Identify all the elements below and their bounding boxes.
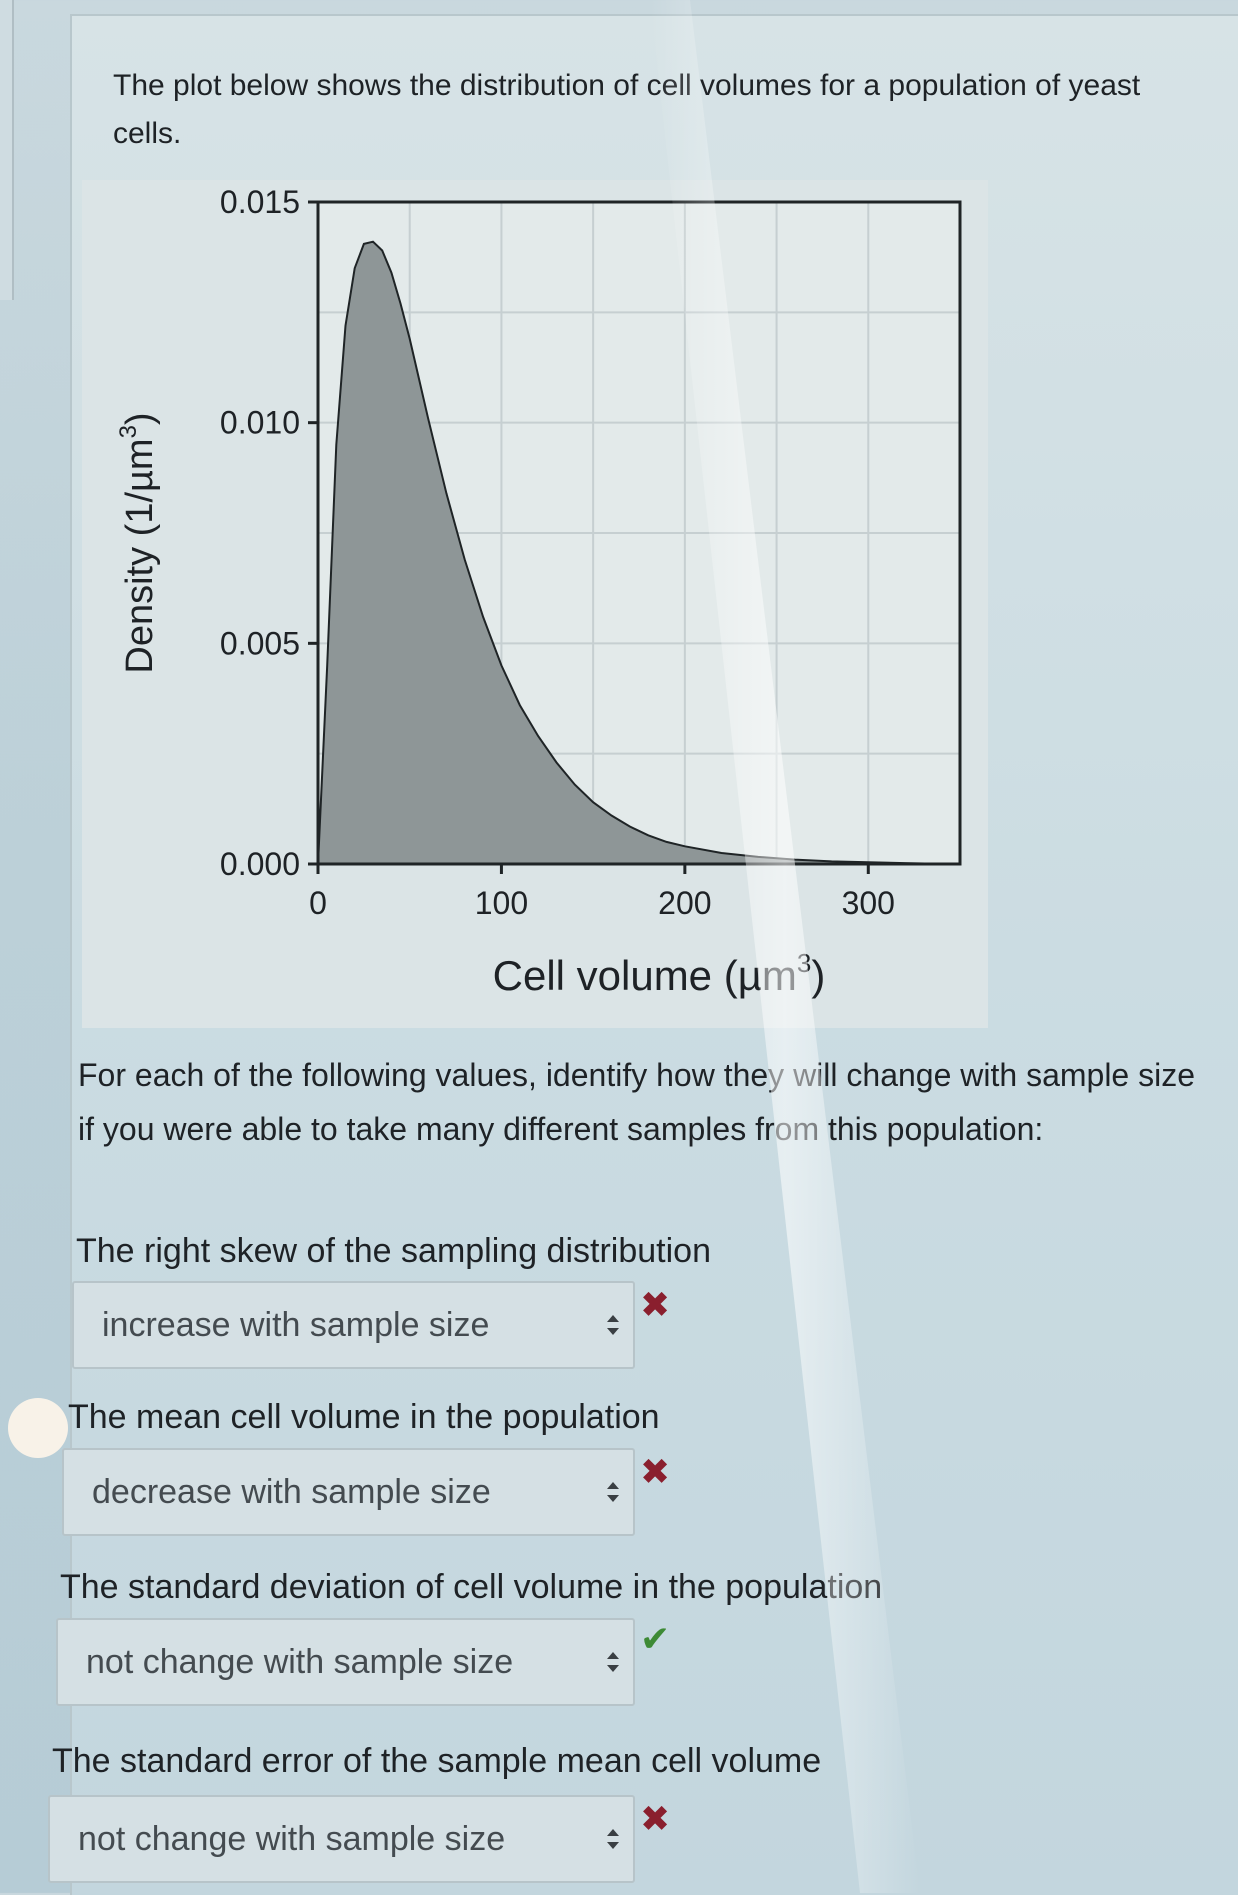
- x-tick-label: 0: [309, 885, 327, 921]
- question-3-label: The standard deviation of cell volume in…: [60, 1568, 883, 1606]
- up-down-chevron-icon: [593, 1648, 633, 1676]
- question-4-cross-mark-icon: ✖: [640, 1798, 671, 1839]
- left-border: [0, 0, 14, 300]
- question-1-select[interactable]: increase with sample size: [72, 1281, 635, 1369]
- up-down-chevron-icon: [593, 1825, 633, 1853]
- up-down-chevron-icon: [593, 1311, 633, 1339]
- x-axis-label: Cell volume (µm3): [493, 948, 826, 999]
- x-tick-label: 100: [475, 885, 528, 921]
- y-tick-label: 0.010: [220, 405, 300, 441]
- question-3-selected-value: not change with sample size: [86, 1642, 514, 1681]
- intro-text: The plot below shows the distribution of…: [113, 69, 1141, 150]
- question-1-label: The right skew of the sampling distribut…: [76, 1232, 711, 1270]
- question-2-selected-value: decrease with sample size: [92, 1472, 491, 1511]
- y-tick-label: 0.015: [220, 184, 300, 220]
- y-tick-label: 0.005: [220, 625, 300, 661]
- question-2-select[interactable]: decrease with sample size: [62, 1448, 635, 1536]
- question-3-select[interactable]: not change with sample size: [56, 1618, 635, 1706]
- density-chart-svg: 0 100 200 300 0.000 0.005 0.010 0.015 Cell volum…: [115, 184, 962, 999]
- question-3-check-mark-icon: ✔: [640, 1618, 671, 1659]
- plot-frame: [316, 200, 962, 866]
- question-4-label: The standard error of the sample mean ce…: [52, 1742, 822, 1780]
- question-4-select[interactable]: not change with sample size: [48, 1795, 635, 1883]
- y-tick-label: 0.000: [220, 846, 300, 882]
- question-2-label: The mean cell volume in the population: [68, 1398, 660, 1436]
- question-2-cross-mark-icon: ✖: [640, 1451, 671, 1492]
- question-1-selected-value: increase with sample size: [102, 1305, 490, 1344]
- question-4-selected-value: not change with sample size: [78, 1819, 506, 1858]
- x-tick-label: 200: [658, 885, 711, 921]
- x-tick-label: 300: [842, 885, 895, 921]
- question-intro: For each of the following values, identi…: [78, 1057, 1196, 1147]
- density-chart: 0 100 200 300 0.000 0.005 0.010 0.015 Cell volum…: [82, 180, 988, 1028]
- up-down-chevron-icon: [593, 1478, 633, 1506]
- question-1-cross-mark-icon: ✖: [640, 1284, 671, 1325]
- y-axis-label: Density (1/µm3): [115, 412, 161, 673]
